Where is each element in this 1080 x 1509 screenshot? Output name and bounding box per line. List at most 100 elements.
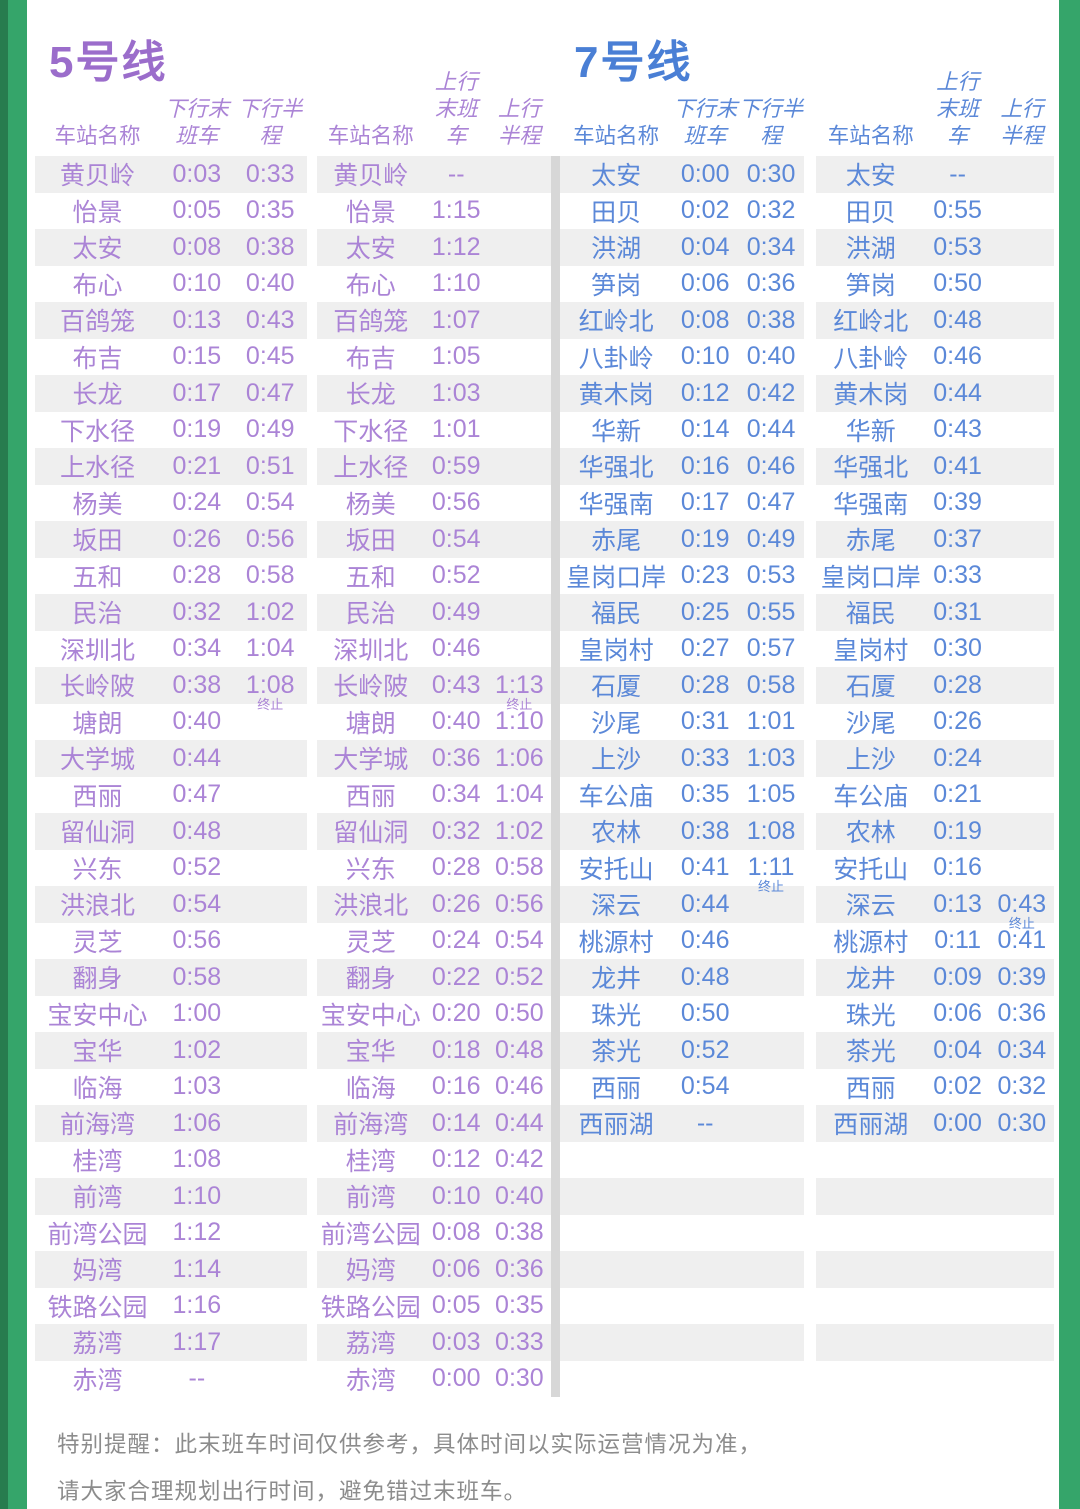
last-train-cell: 1:16 — [172, 1291, 222, 1320]
station-name-cell: 百鸽笼 — [60, 308, 136, 337]
last-train-cell: 1:08 — [172, 1145, 222, 1174]
table-row: 百鸽笼 1:07 — [317, 302, 551, 339]
table-row: 洪浪北 0:26 0:56 — [317, 886, 551, 923]
line5-up-table: 黄贝岭 -- 怡景 1:15 太安 1:12 布心 1:10 百鸽笼 1:07 布吉 1:05 长龙 1:… — [317, 156, 551, 1397]
station-name-cell: 华强南 — [833, 490, 909, 519]
table-row — [560, 1251, 804, 1288]
last-train-cell: 1:15 — [431, 196, 481, 225]
terminus-note: 终止 — [758, 879, 785, 895]
last-train-cell: 0:32 — [431, 816, 481, 845]
col-header-down-last: 下行末班车 — [160, 96, 233, 150]
table-row: 宝安中心 0:20 0:50 — [317, 996, 551, 1033]
last-train-cell: 0:06 — [680, 269, 730, 298]
half-trip-cell: 0:38 — [245, 232, 295, 261]
half-trip-cell: 0:32 — [997, 1072, 1047, 1101]
table-row: 桃源村 0:46 — [560, 923, 804, 960]
col-header-half-trip: 半程 — [760, 97, 804, 149]
col-header-direction: 下行 — [238, 97, 282, 122]
last-train-cell: 0:28 — [172, 561, 222, 590]
station-name-cell: 农林 — [591, 819, 642, 848]
last-train-cell: 1:12 — [172, 1218, 222, 1247]
station-name-cell: 荔湾 — [72, 1330, 123, 1359]
table-row: 华强北 0:16 0:46 — [560, 448, 804, 485]
half-trip-cell: 0:35 — [495, 1291, 544, 1320]
last-train-cell: 0:08 — [680, 305, 730, 334]
half-trip-cell: 0:38 — [746, 305, 796, 334]
half-trip-cell: 1:03 — [746, 743, 796, 772]
table-row: 大学城 0:44 — [35, 740, 307, 777]
last-train-cell: 0:44 — [933, 378, 982, 407]
col-header-half-trip: 半程 — [497, 124, 541, 149]
table-row: 布吉 0:15 0:45 — [35, 339, 307, 376]
last-train-cell: 0:14 — [431, 1108, 481, 1137]
station-name-cell: 临海 — [72, 1074, 123, 1103]
station-name-cell: 红岭北 — [833, 308, 909, 337]
last-train-cell: 0:48 — [680, 962, 730, 991]
station-name-cell: 笋岗 — [591, 271, 642, 300]
last-train-cell: 0:47 — [172, 780, 222, 809]
last-train-cell: 1:03 — [431, 378, 481, 407]
col-header-station: 车站名称 — [827, 124, 914, 149]
station-name-cell: 珠光 — [591, 1001, 642, 1030]
col-header-last-train: 末班车 — [434, 97, 478, 149]
col-header-station: 车站名称 — [327, 124, 414, 149]
station-name-cell: 灵芝 — [72, 928, 123, 957]
half-trip-cell: 0:58 — [746, 670, 796, 699]
table-row — [560, 1215, 804, 1252]
last-train-cell: 1:03 — [172, 1072, 222, 1101]
station-name-cell: 前湾公园 — [320, 1220, 421, 1249]
table-row: 留仙洞 0:32 1:02 — [317, 813, 551, 850]
station-name-cell: 兴东 — [72, 855, 123, 884]
last-train-cell: 0:55 — [933, 196, 982, 225]
half-trip-cell: 0:45 — [245, 342, 295, 371]
last-train-cell: 1:07 — [431, 305, 481, 334]
last-train-cell: 0:16 — [933, 853, 982, 882]
station-name-cell: 洪浪北 — [60, 892, 136, 921]
col-header-direction: 下行 — [672, 97, 716, 122]
last-train-cell: 0:15 — [172, 342, 222, 371]
last-train-cell: 0:28 — [431, 853, 481, 882]
col-header-up-half: 上行半程 — [488, 96, 551, 150]
col-header-station: 车站名称 — [573, 124, 660, 149]
table-row: 太安 0:08 0:38 — [35, 229, 307, 266]
note-line-2: 请大家合理规划出行时间，避免错过末班车。 — [57, 1479, 528, 1504]
station-name-cell: 大学城 — [60, 746, 136, 775]
station-name-cell: 西丽 — [72, 782, 123, 811]
half-trip-cell: 0:57 — [746, 634, 796, 663]
table-row: 民治 0:49 — [317, 594, 551, 631]
table-row: 农林 0:38 1:08 — [560, 813, 804, 850]
station-name-cell: 杨美 — [72, 490, 123, 519]
station-name-cell: 沙尾 — [845, 709, 896, 738]
station-name-cell: 长岭陂 — [333, 673, 409, 702]
last-train-cell: -- — [696, 1108, 714, 1137]
station-name-cell: 沙尾 — [591, 709, 642, 738]
station-name-cell: 布吉 — [72, 344, 123, 373]
last-train-cell: 1:01 — [431, 415, 481, 444]
table-row: 上沙 0:24 — [816, 740, 1054, 777]
last-train-cell: 0:39 — [933, 488, 982, 517]
last-train-cell: 0:09 — [933, 962, 982, 991]
station-name-cell: 宝华 — [345, 1038, 396, 1067]
table-row: 红岭北 0:48 — [816, 302, 1054, 339]
table-row: 沙尾 0:26 — [816, 704, 1054, 741]
last-train-cell: 0:17 — [172, 378, 222, 407]
table-row: 安托山 0:41 1:11 终止 — [560, 850, 804, 894]
last-train-cell: 0:00 — [933, 1108, 982, 1137]
footer-note: 特别提醒：此末班车时间仅供参考，具体时间以实际运营情况为准， 请大家合理规划出行… — [35, 1427, 1059, 1506]
table-row: 华新 0:14 0:44 — [560, 412, 804, 449]
table-row: 怡景 0:05 0:35 — [35, 193, 307, 230]
last-train-cell: 0:28 — [933, 670, 982, 699]
table-row: 宝安中心 1:00 — [35, 996, 307, 1033]
table-row: 临海 0:16 0:46 — [317, 1069, 551, 1106]
station-name-cell: 皇岗村 — [833, 636, 909, 665]
last-train-cell: 0:35 — [680, 780, 730, 809]
station-name-cell: 深云 — [591, 892, 642, 921]
line7-up-table: 太安 -- 田贝 0:55 洪湖 0:53 笋岗 0:50 红岭北 0:48 八卦岭 0:46 黄木岗 0… — [816, 156, 1054, 1397]
table-row: 皇岗口岸 0:23 0:53 — [560, 558, 804, 595]
station-name-cell: 西丽湖 — [578, 1111, 654, 1140]
station-name-cell: 五和 — [72, 563, 123, 592]
last-train-cell: 0:03 — [172, 159, 222, 188]
last-train-cell: 1:05 — [431, 342, 481, 371]
half-trip-cell: 1:02 — [245, 597, 295, 626]
table-row: 石厦 0:28 0:58 — [560, 667, 804, 704]
